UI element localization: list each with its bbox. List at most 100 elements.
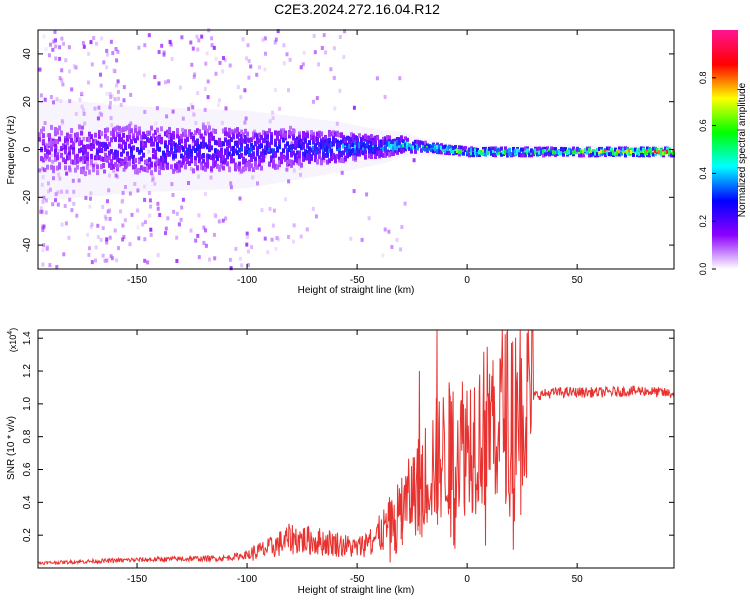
- spectrogram-cell: [214, 56, 218, 61]
- spectrogram-cell: [288, 57, 292, 62]
- spectrogram-cell: [172, 209, 176, 214]
- spectrogram-cell: [624, 151, 627, 156]
- spectrogram-cell: [372, 140, 375, 146]
- spectrogram-cell: [208, 132, 211, 138]
- spectrogram-cell: [78, 137, 81, 143]
- spectrogram-cell: [82, 111, 86, 116]
- spectrogram-cell: [242, 132, 245, 138]
- spectrogram-cell: [506, 149, 509, 153]
- spectrogram-halo: [110, 104, 112, 195]
- spectrogram-cell: [562, 147, 565, 152]
- spectrogram-cell: [312, 139, 315, 145]
- spectrogram-cell: [175, 235, 179, 240]
- spectrogram-cell: [299, 172, 302, 177]
- spectrogram-cell: [194, 130, 197, 136]
- spectrogram-cell: [156, 161, 159, 166]
- spectrogram-cell: [248, 166, 251, 172]
- spectrogram-cell: [101, 205, 105, 209]
- spectrogram-cell: [98, 133, 101, 139]
- spectrogram-halo: [322, 119, 324, 176]
- spectrogram-cell: [268, 128, 271, 134]
- spectrogram-cell: [48, 263, 52, 268]
- spectrogram-cell: [338, 88, 342, 93]
- spectrogram-cell: [197, 213, 201, 218]
- spectrogram-cell: [268, 143, 271, 149]
- spectrogram-cell: [578, 153, 581, 158]
- spectrogram-cell: [247, 249, 250, 254]
- spectrogram-cell: [76, 132, 79, 138]
- spectrogram-cell: [262, 138, 265, 143]
- spectrogram-halo: [244, 110, 246, 189]
- spectrogram-cell: [90, 62, 94, 67]
- spectrogram-cell: [109, 254, 113, 259]
- spectrogram-cell: [598, 147, 601, 151]
- spectrogram-cell: [100, 156, 103, 162]
- spectrogram-cell: [170, 142, 173, 148]
- spectrogram-cell: [118, 143, 121, 149]
- spectrogram-cell: [180, 133, 183, 139]
- spectrogram-cell: [306, 143, 309, 149]
- spectrogram-cell: [111, 94, 114, 99]
- spectrogram-cell: [305, 227, 309, 232]
- spectrogram-halo: [218, 109, 220, 190]
- spectrogram-cell: [364, 143, 367, 149]
- spectrogram-cell: [52, 165, 55, 171]
- spectrogram-cell: [104, 146, 107, 152]
- spectrogram-cell: [41, 248, 45, 253]
- spectrogram-cell: [476, 147, 479, 152]
- spectrogram-halo: [44, 98, 46, 201]
- spectrogram-cell: [576, 146, 579, 151]
- spectrogram-cell: [386, 141, 389, 147]
- spectrogram-cell: [121, 190, 125, 195]
- spectrogram-halo: [168, 107, 170, 192]
- spectrogram-cell: [134, 158, 137, 163]
- spectrogram-halo: [342, 122, 344, 172]
- spectrogram-cell: [42, 157, 45, 163]
- spectrogram-cell: [244, 150, 247, 156]
- spectrogram-cell: [89, 163, 93, 168]
- spectrogram-halo: [114, 104, 116, 195]
- spectrogram-cell: [65, 171, 69, 176]
- spectrogram-cell: [244, 165, 247, 171]
- spectrogram-cell: [334, 154, 337, 160]
- spectrogram-cell: [200, 34, 204, 39]
- spectrogram-cell: [143, 43, 147, 48]
- spectrogram-cell: [93, 106, 97, 111]
- spectrogram-cell: [194, 140, 197, 146]
- spectrogram-cell: [184, 132, 187, 138]
- spectrogram-cell: [80, 147, 83, 153]
- spectrogram-cell: [254, 161, 257, 167]
- spectrogram-cell: [322, 153, 325, 159]
- spectrogram-halo: [320, 119, 322, 176]
- spectrogram-cell: [272, 159, 275, 165]
- spectrogram-cell: [546, 146, 549, 151]
- spectrogram-cell: [222, 128, 225, 134]
- spectrogram-cell: [124, 141, 127, 147]
- spectrogram-cell: [296, 139, 299, 145]
- spectrogram-cell: [262, 148, 265, 154]
- spectrogram-cell: [266, 130, 269, 136]
- spectrogram-halo: [66, 100, 68, 199]
- spectrogram-halo: [262, 112, 264, 186]
- spectrogram-cell: [204, 125, 207, 131]
- spectrogram-halo: [140, 106, 142, 193]
- spectrogram-cell: [554, 150, 557, 155]
- spectrogram-halo: [398, 131, 400, 159]
- spectrogram-cell: [187, 181, 190, 185]
- spectrogram-cell: [171, 109, 175, 114]
- spectrogram-cell: [218, 60, 222, 65]
- spectrogram-cell: [276, 135, 279, 141]
- spectrogram-cell: [296, 150, 299, 156]
- spectrogram-cell: [310, 134, 313, 140]
- spectrogram-cell: [367, 216, 371, 221]
- spectrogram-cell: [278, 144, 281, 150]
- spectrogram-halo: [154, 107, 156, 192]
- spectrogram-cell: [122, 160, 125, 166]
- spectrogram-cell: [220, 152, 223, 158]
- spectrogram-cell: [224, 150, 227, 156]
- spectrogram-cell: [84, 171, 87, 177]
- spectrogram-cell: [190, 157, 193, 162]
- spectrogram-cell: [304, 149, 307, 155]
- spectrogram-halo: [116, 104, 118, 195]
